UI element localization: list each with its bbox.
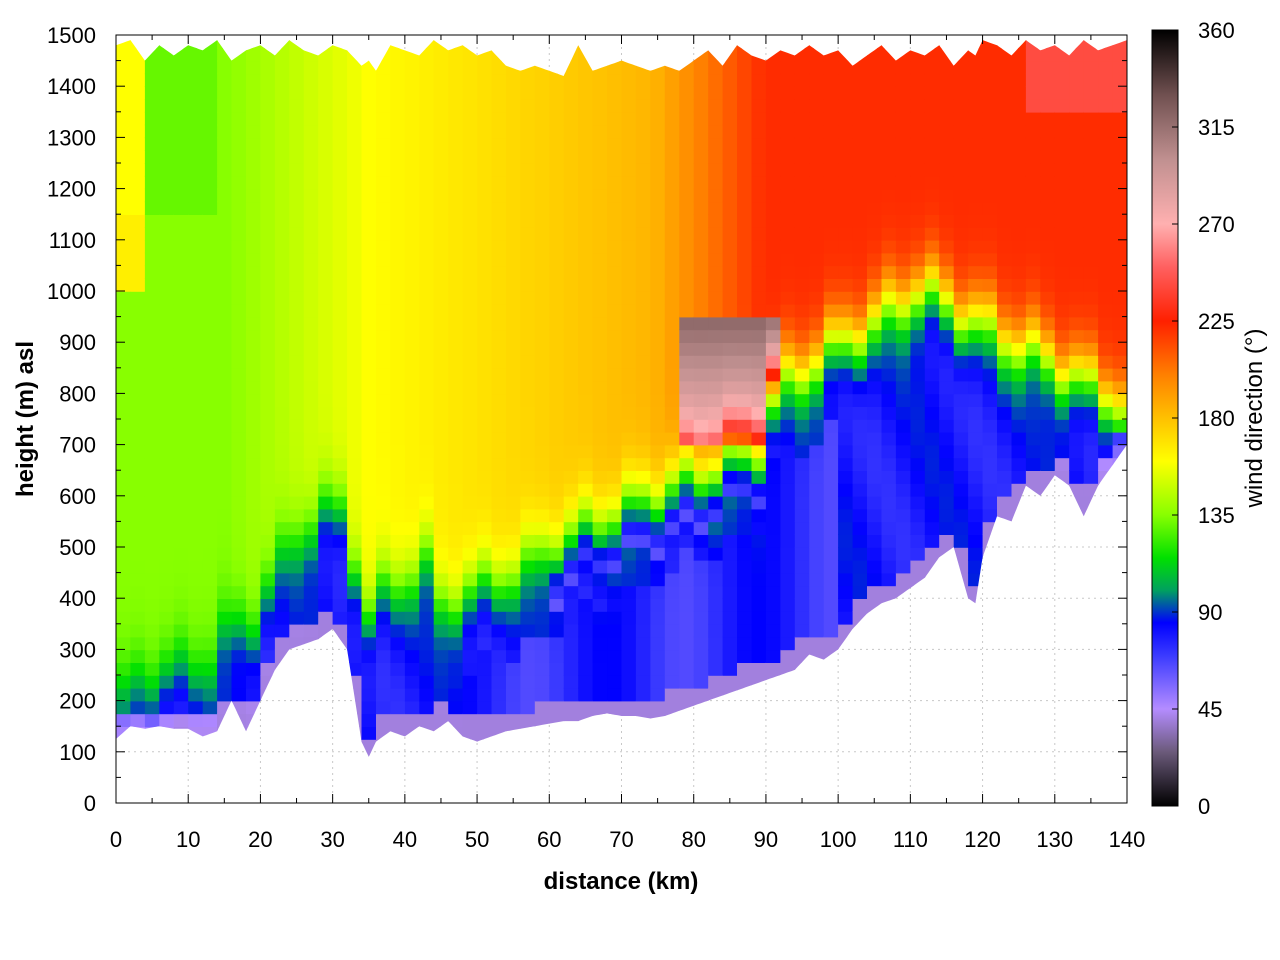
- colorbar-ticks: 0 45 90 135 180 225 270 315 360: [1172, 18, 1235, 819]
- x-tick-label: 60: [537, 827, 561, 852]
- y-axis-ticks: 0 100 200 300 400 500 600 700 800 900 1000 1100 1200…: [47, 23, 1127, 816]
- wind-field-heatmap: [116, 40, 1127, 757]
- y-tick-label: 700: [59, 433, 96, 458]
- x-tick-label: 40: [393, 827, 417, 852]
- x-axis-ticks: 0 10 20 30 40 50 60 70 80 90 100 110 120 130 140: [110, 35, 1145, 852]
- colorbar-tick-label: 315: [1198, 115, 1235, 140]
- colorbar-tick-label: 0: [1198, 794, 1210, 819]
- y-tick-label: 1300: [47, 125, 96, 150]
- x-tick-label: 70: [609, 827, 633, 852]
- x-tick-label: 110: [893, 827, 928, 852]
- x-tick-label: 130: [1036, 827, 1073, 852]
- y-tick-label: 500: [59, 535, 96, 560]
- y-axis-title: height (m) asl: [12, 341, 39, 497]
- y-tick-label: 800: [59, 381, 96, 406]
- colorbar-tick-label: 45: [1198, 697, 1222, 722]
- y-tick-label: 100: [59, 740, 96, 765]
- colorbar-tick-label: 360: [1198, 18, 1235, 43]
- y-tick-label: 1000: [47, 279, 96, 304]
- y-tick-label: 900: [59, 330, 96, 355]
- y-tick-label: 0: [84, 791, 96, 816]
- y-tick-label: 400: [59, 586, 96, 611]
- colorbar-tick-label: 90: [1198, 600, 1222, 625]
- x-tick-label: 50: [465, 827, 489, 852]
- colorbar-tick-label: 135: [1198, 503, 1235, 528]
- colorbar-tick-label: 225: [1198, 309, 1235, 334]
- y-tick-label: 1400: [47, 74, 96, 99]
- x-tick-label: 100: [820, 827, 857, 852]
- y-tick-label: 300: [59, 637, 96, 662]
- x-axis-title: distance (km): [544, 868, 699, 895]
- x-tick-label: 30: [320, 827, 344, 852]
- colorbar: 0 45 90 135 180 225 270 315 360 wind direction (…: [1151, 18, 1268, 819]
- x-tick-label: 120: [964, 827, 1001, 852]
- x-tick-label: 20: [248, 827, 272, 852]
- x-tick-label: 90: [754, 827, 778, 852]
- y-tick-label: 200: [59, 689, 96, 714]
- y-tick-label: 1200: [47, 177, 96, 202]
- x-tick-label: 80: [681, 827, 705, 852]
- y-tick-label: 1100: [49, 228, 96, 253]
- x-tick-label: 140: [1109, 827, 1146, 852]
- colorbar-title: wind direction (°): [1241, 329, 1268, 509]
- y-tick-label: 600: [59, 484, 96, 509]
- colorbar-tick-label: 270: [1198, 212, 1235, 237]
- y-tick-label: 1500: [47, 23, 96, 48]
- x-tick-label: 0: [110, 827, 122, 852]
- x-tick-label: 10: [176, 827, 200, 852]
- colorbar-tick-label: 180: [1198, 406, 1235, 431]
